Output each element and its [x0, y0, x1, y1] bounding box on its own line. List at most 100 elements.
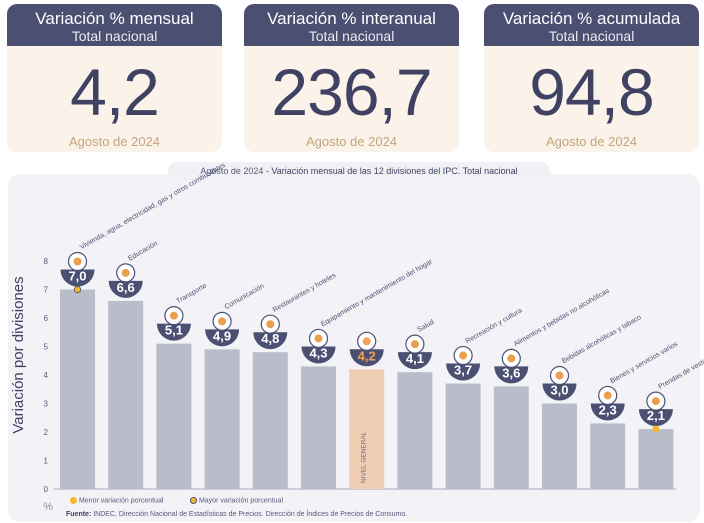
category-label: Salud: [416, 319, 435, 334]
division-icon-accent: [651, 397, 660, 406]
bar-value-label: 4,1: [406, 351, 424, 366]
bar: [590, 423, 626, 489]
category-label: Vivienda, agua, electricidad, gas y otro…: [79, 162, 227, 252]
bar-value-label: 4,9: [213, 328, 231, 343]
legend-min-dot: [70, 497, 77, 504]
kpi-card-header: Variación % mensual Total nacional: [7, 4, 222, 46]
min-marker: [652, 425, 660, 433]
legend-max: Mayor variación porcentual: [190, 497, 283, 504]
legend-min: Menor variación porcentual: [70, 497, 163, 504]
bar: [397, 372, 433, 489]
value-bubble: [494, 366, 529, 384]
bar-value-label: 7,0: [68, 269, 86, 284]
y-tick-label: 2: [44, 428, 49, 437]
division-icon-accent: [73, 257, 82, 266]
max-marker: [73, 285, 82, 294]
kpi-subtitle: Total nacional: [548, 28, 635, 44]
kpi-value: 4,2: [70, 55, 160, 129]
bar-value-label: 4,3: [309, 345, 327, 360]
category-label: Educación: [127, 240, 159, 262]
category-label: Comunicación: [224, 283, 266, 311]
bar-value-label: 4,2: [358, 348, 376, 363]
value-bubble: [253, 332, 288, 350]
value-bubble: [349, 349, 384, 367]
kpi-card-interanual: Variación % interanual Total nacional 23…: [244, 4, 459, 152]
category-label: Equipamiento y mantenimiento del hogar: [320, 258, 434, 328]
bar-value-label: 3,6: [502, 365, 520, 380]
bar: [108, 300, 144, 489]
legend-max-label: Mayor variación porcentual: [198, 497, 283, 505]
division-icon-accent: [507, 354, 516, 363]
kpi-title: Variación % mensual: [35, 9, 194, 28]
division-icon-accent: [314, 334, 323, 343]
category-label: Recreación y cultura: [465, 307, 524, 345]
bar-value-label: 3,7: [454, 363, 472, 378]
source-text: INDEC, Dirección Nacional de Estadística…: [91, 511, 408, 518]
legend-max-dot: [190, 497, 197, 504]
bar: [60, 289, 95, 489]
bar: [493, 386, 529, 489]
value-bubble: [446, 363, 481, 381]
kpi-title: Variación % acumulada: [502, 9, 681, 28]
value-bubble: [205, 329, 240, 347]
chart-caption: Agosto de 2024 - Variación mensual de la…: [168, 162, 550, 180]
value-bubble: [108, 280, 143, 298]
division-icon-accent: [603, 391, 612, 400]
value-bubble: [638, 409, 673, 427]
kpi-value: 94,8: [529, 55, 654, 129]
bar: [252, 352, 288, 489]
division-icon-accent: [459, 351, 468, 360]
value-bubble: [301, 346, 336, 364]
category-label: Transporte: [175, 282, 208, 305]
division-icon-accent: [121, 268, 130, 277]
division-icon-accent: [266, 320, 275, 329]
y-tick-label: 8: [44, 257, 49, 266]
division-icon-accent: [362, 337, 371, 346]
y-unit-label: %: [43, 501, 53, 513]
source-label: Fuente:: [66, 511, 92, 518]
category-label: Restaurantes y hoteles: [272, 272, 338, 314]
value-bubble: [590, 403, 625, 421]
kpi-value: 236,7: [271, 55, 432, 129]
chart-caption-text: - Variación mensual de las 12 divisiones…: [263, 166, 518, 176]
bar: [542, 403, 577, 489]
bar: [638, 429, 674, 489]
bar-value-label: 6,6: [117, 280, 135, 295]
value-bubble: [542, 383, 577, 401]
division-icon-accent: [218, 317, 227, 326]
value-bubble: [156, 323, 191, 341]
y-axis-label: Variación por divisiones: [10, 276, 27, 433]
kpi-date: Agosto de 2024: [68, 134, 161, 149]
bar-value-label: 5,1: [165, 323, 183, 338]
y-tick-label: 3: [44, 400, 49, 409]
division-icon-accent: [555, 371, 564, 380]
y-tick-label: 7: [44, 286, 49, 295]
bar: [445, 383, 481, 489]
bar-value-label: 3,0: [550, 383, 568, 398]
chart-caption-date: Agosto de 2024: [200, 166, 264, 176]
kpi-subtitle: Total nacional: [71, 28, 158, 44]
bar: [156, 343, 192, 489]
value-bubble: [60, 269, 95, 287]
kpi-date: Agosto de 2024: [545, 134, 638, 149]
kpi-date: Agosto de 2024: [305, 134, 398, 149]
value-bubble: [397, 352, 432, 370]
kpi-card-acumulada: Variación % acumulada Total nacional 94,…: [484, 4, 699, 152]
y-tick-label: 1: [44, 457, 49, 466]
bar: [204, 349, 240, 489]
category-label: Bebidas alcohólicas y tabaco: [561, 314, 643, 365]
bar: [349, 369, 385, 489]
bar-value-label: 2,1: [647, 408, 665, 423]
division-icon-accent: [410, 340, 419, 349]
legend-min-label: Menor variación porcentual: [78, 497, 164, 505]
kpi-card-mensual: Variación % mensual Total nacional 4,2 A…: [7, 4, 222, 152]
division-icon-accent: [169, 311, 178, 320]
y-tick-label: 4: [44, 371, 49, 380]
bar-value-label: 4,8: [261, 331, 279, 346]
kpi-card-header: Variación % acumulada Total nacional: [484, 4, 699, 46]
y-tick-label: 0: [44, 485, 49, 494]
y-tick-label: 5: [44, 343, 49, 352]
kpi-title: Variación % interanual: [267, 9, 436, 28]
kpi-card-header: Variación % interanual Total nacional: [244, 4, 459, 46]
